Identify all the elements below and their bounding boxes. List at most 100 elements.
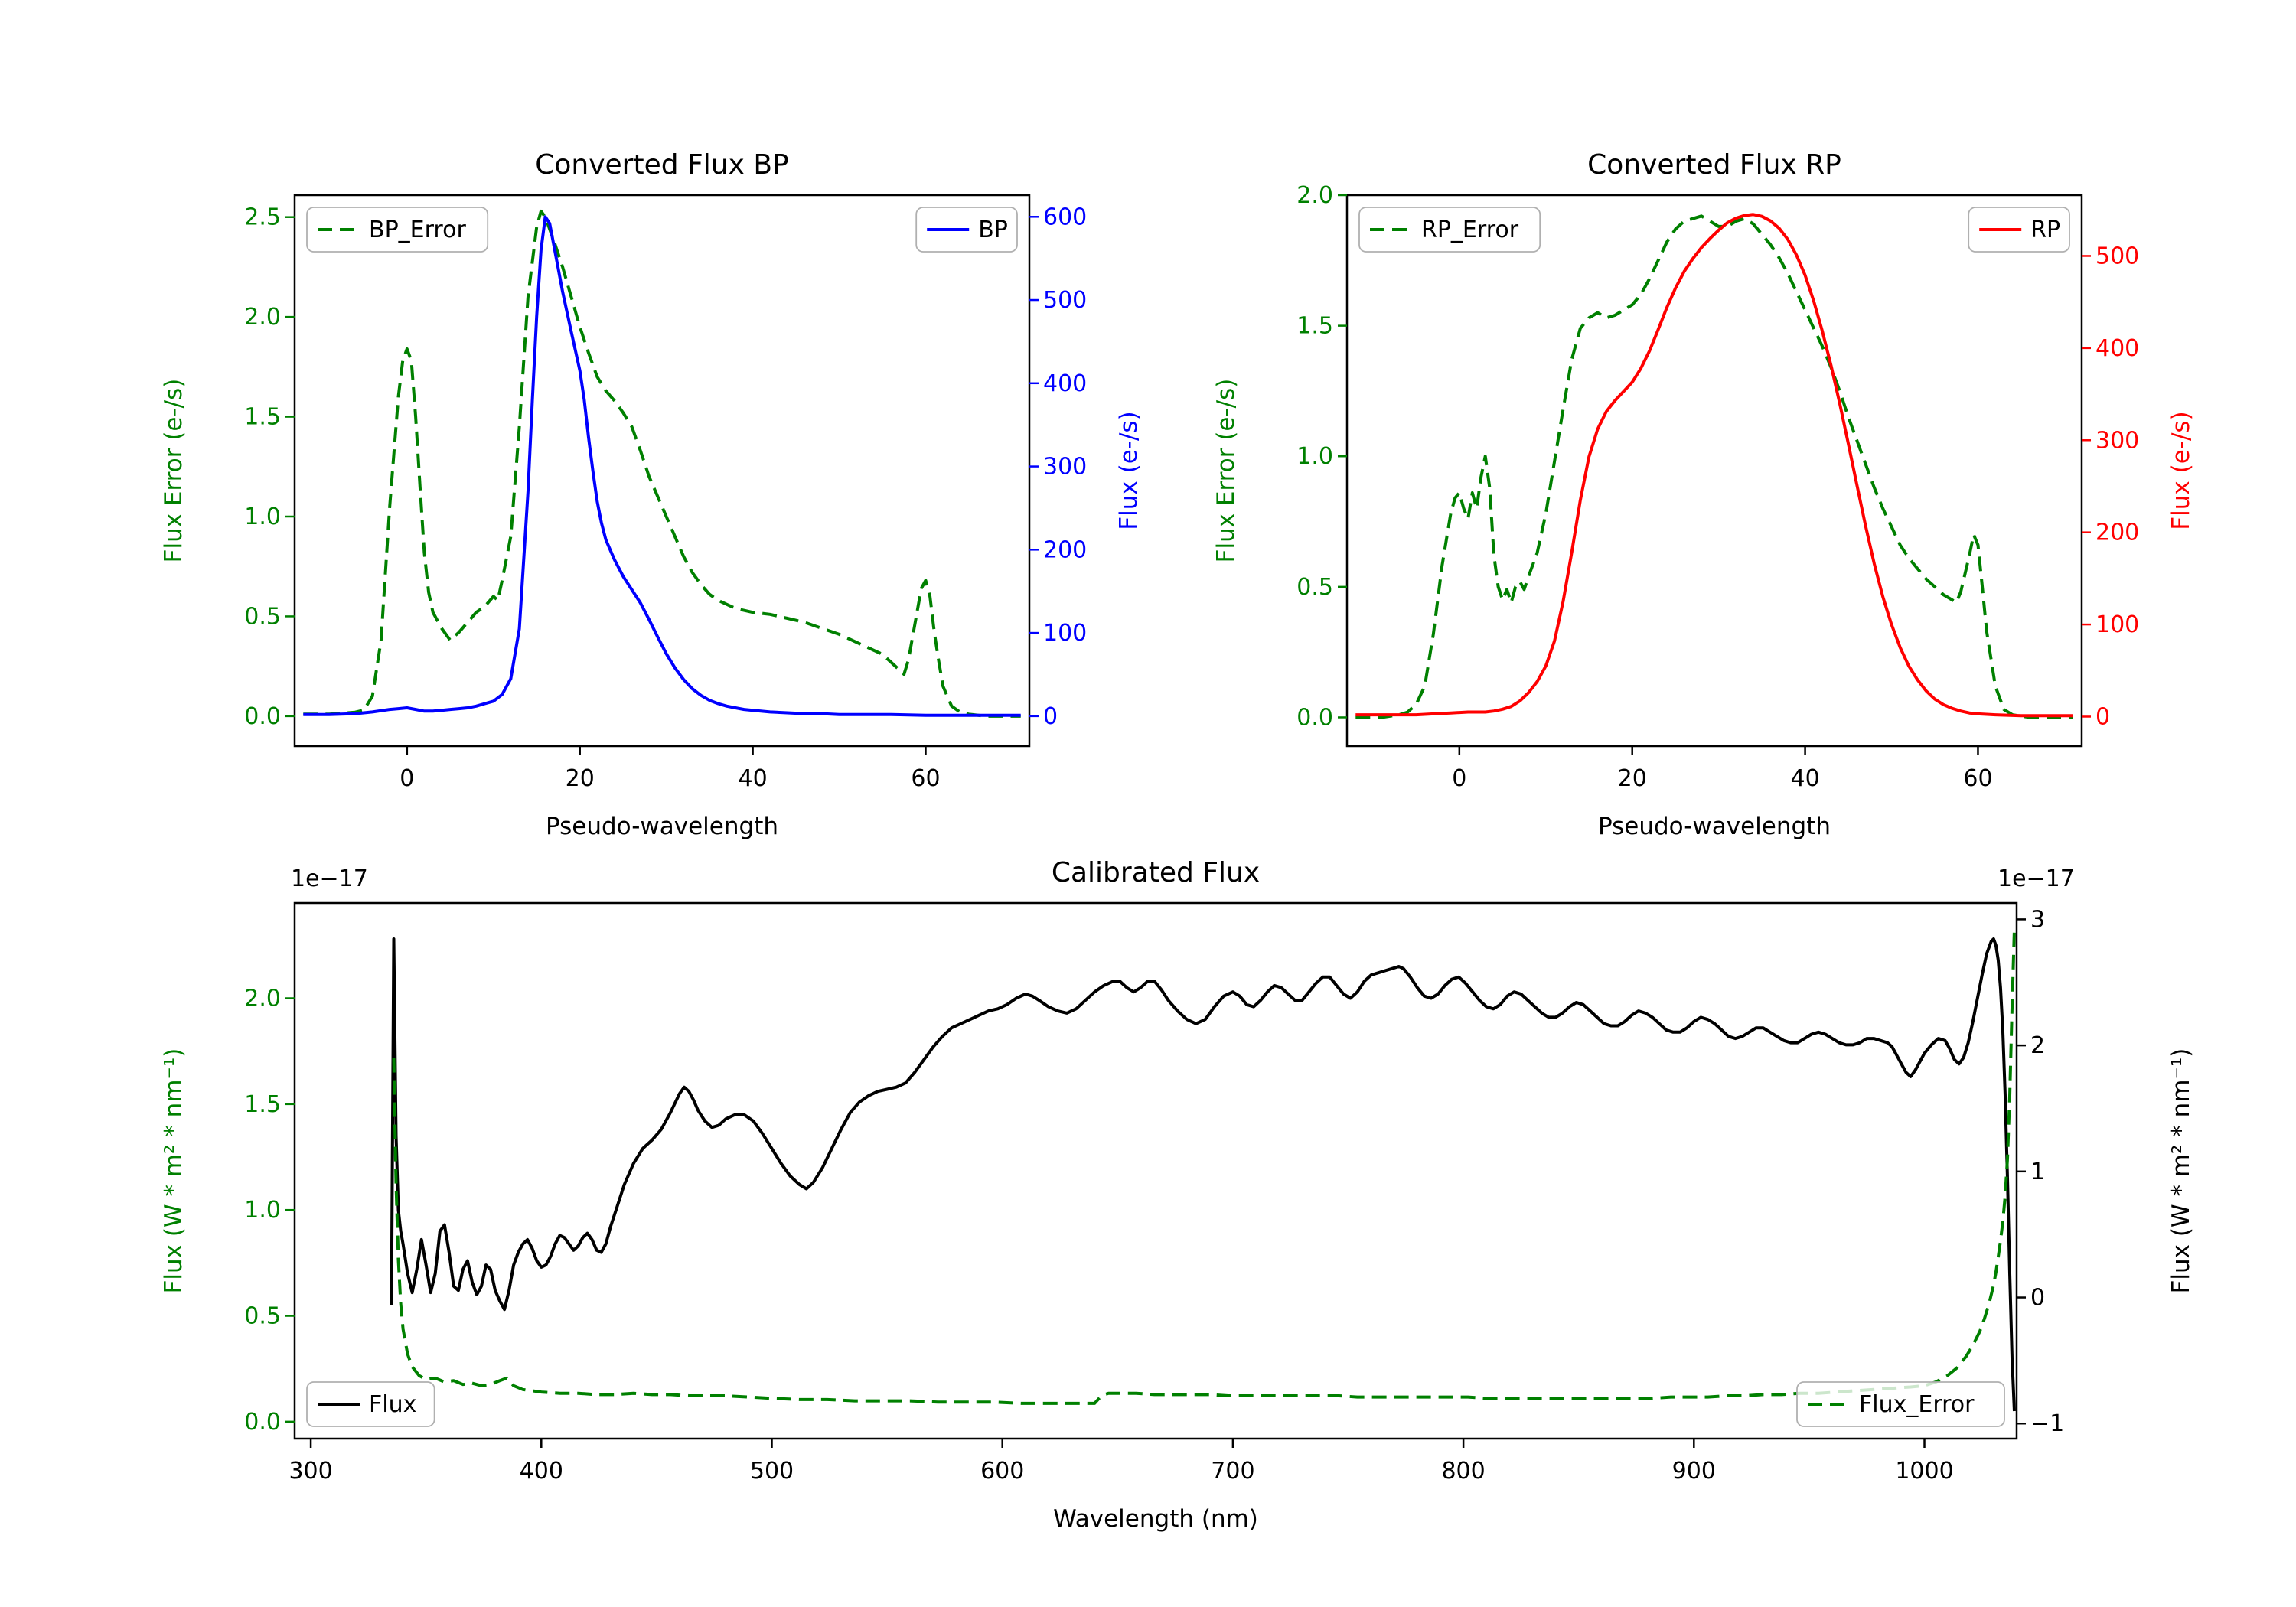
x-axis-label: Wavelength (nm) xyxy=(1053,1505,1258,1533)
x-tick-label: 20 xyxy=(1618,765,1647,792)
y-tick-label: 2.0 xyxy=(244,304,281,331)
y-tick-label: 1.5 xyxy=(1296,313,1333,340)
legend-BP_Error: BP_Error xyxy=(306,207,489,253)
y-tick-label: 1 xyxy=(2030,1159,2045,1185)
legend-label: BP_Error xyxy=(369,217,466,243)
legend-label: RP xyxy=(2030,217,2060,243)
y-tick-label: 600 xyxy=(1043,204,1087,230)
chart-title: Calibrated Flux xyxy=(1052,857,1260,888)
x-axis-label: Pseudo-wavelength xyxy=(1598,813,1831,840)
left-ticks: 0.0 0.5 1.0 1.5 2.0 xyxy=(244,986,295,1436)
right-axis-label: Flux (e-/s) xyxy=(1115,411,1143,530)
y-tick-label: 1.0 xyxy=(1296,443,1333,470)
y-tick-label: 500 xyxy=(2095,243,2139,269)
chart-calibrated-flux: 300 400 500 600 700 800 900 1000 0.0 0.5 1.0 1.5 2.0… xyxy=(160,857,2195,1533)
chart-title: Converted Flux RP xyxy=(1587,149,1841,181)
series-RP_Error xyxy=(1355,214,2073,719)
legend-label: Flux_Error xyxy=(1859,1391,1975,1418)
y-tick-label: 0.5 xyxy=(244,603,281,630)
y-tick-label: 200 xyxy=(2095,520,2139,546)
x-tick-label: 1000 xyxy=(1895,1458,1953,1485)
y-tick-label: 1.0 xyxy=(244,1197,281,1224)
chart-converted-flux-bp: 0 20 40 60 0.0 0.5 1.0 1.5 2.0 2.5 0 100 200 300 400 50… xyxy=(160,149,1143,840)
x-tick-label: 40 xyxy=(738,765,767,792)
left-ticks: 0.0 0.5 1.0 1.5 2.0 xyxy=(1296,182,1347,731)
y-tick-label: 0 xyxy=(2095,703,2110,730)
y-tick-label: 0.5 xyxy=(244,1303,281,1330)
y-tick-label: 0.0 xyxy=(244,1409,281,1436)
x-tick-label: 700 xyxy=(1211,1458,1254,1485)
chart-title: Converted Flux BP xyxy=(535,149,788,181)
right-ticks: −1 0 1 2 3 xyxy=(2017,906,2064,1437)
y-tick-label: 400 xyxy=(1043,370,1087,397)
right-axis-label: Flux (e-/s) xyxy=(2167,411,2195,530)
right-axis-label: Flux (W * m² * nm⁻¹) xyxy=(2167,1048,2195,1294)
y-tick-label: 0 xyxy=(2030,1285,2045,1312)
y-tick-label: 100 xyxy=(2095,611,2139,638)
y-tick-label: 0.0 xyxy=(244,703,281,730)
legend-box xyxy=(1358,207,1541,253)
x-axis-label: Pseudo-wavelength xyxy=(546,813,778,840)
legend-RP_Error: RP_Error xyxy=(1358,207,1541,253)
left-axis-label: Flux Error (e-/s) xyxy=(160,379,188,563)
legend-BP: BP xyxy=(915,207,1018,253)
y-tick-label: 1.5 xyxy=(244,404,281,431)
y-tick-label: 0.5 xyxy=(1296,574,1333,601)
x-tick-label: 60 xyxy=(1963,765,1992,792)
axes-frame xyxy=(1345,194,2083,748)
left-axis-label: Flux Error (e-/s) xyxy=(1212,379,1240,563)
y-tick-label: 2.0 xyxy=(244,986,281,1012)
legend-label: RP_Error xyxy=(1421,217,1519,243)
legend-box xyxy=(1796,1381,2005,1427)
y-tick-label: −1 xyxy=(2030,1410,2064,1437)
y-tick-label: 100 xyxy=(1043,620,1087,647)
plot-area xyxy=(303,209,1021,718)
y-tick-label: 0 xyxy=(1043,703,1058,730)
x-ticks: 0 20 40 60 xyxy=(400,746,941,792)
series-BP_Error xyxy=(303,209,1021,718)
x-tick-label: 40 xyxy=(1790,765,1819,792)
plot-area xyxy=(390,929,2016,1412)
y-tick-label: 3 xyxy=(2030,906,2045,933)
y-tick-label: 1.5 xyxy=(244,1091,281,1118)
legend-label: BP xyxy=(978,217,1008,243)
axes-frame xyxy=(293,194,1031,748)
y-tick-label: 2 xyxy=(2030,1032,2045,1059)
series-BP xyxy=(303,215,1021,717)
y-tick-label: 1.0 xyxy=(244,504,281,530)
left-offset-text: 1e−17 xyxy=(291,865,368,892)
x-tick-label: 20 xyxy=(566,765,595,792)
x-tick-label: 400 xyxy=(520,1458,563,1485)
y-tick-label: 300 xyxy=(2095,427,2139,454)
y-tick-label: 2.5 xyxy=(244,204,281,231)
x-tick-label: 500 xyxy=(750,1458,794,1485)
x-ticks: 300 400 500 600 700 800 900 1000 xyxy=(289,1439,1954,1485)
right-offset-text: 1e−17 xyxy=(1998,865,2075,892)
x-tick-label: 0 xyxy=(400,765,414,792)
series-Flux xyxy=(390,937,2016,1412)
legend-Flux_Error: Flux_Error xyxy=(1796,1381,2005,1427)
y-tick-label: 0.0 xyxy=(1296,704,1333,731)
legend-RP: RP xyxy=(1968,207,2070,253)
series-RP xyxy=(1355,213,2073,718)
legend-box xyxy=(306,1381,435,1427)
y-tick-label: 400 xyxy=(2095,335,2139,362)
plot-area xyxy=(1355,213,2073,719)
left-ticks: 0.0 0.5 1.0 1.5 2.0 2.5 xyxy=(244,204,295,730)
left-axis-label: Flux (W * m² * nm⁻¹) xyxy=(160,1048,188,1294)
x-tick-label: 0 xyxy=(1452,765,1466,792)
x-ticks: 0 20 40 60 xyxy=(1452,746,1993,792)
legend-box xyxy=(306,207,489,253)
y-tick-label: 500 xyxy=(1043,287,1087,314)
legend-label: Flux xyxy=(369,1391,416,1418)
x-tick-label: 60 xyxy=(911,765,940,792)
y-tick-label: 200 xyxy=(1043,536,1087,563)
series-Flux_Error xyxy=(392,929,2016,1405)
chart-converted-flux-rp: 0 20 40 60 0.0 0.5 1.0 1.5 2.0 0 100 200 300 400 500 Fl… xyxy=(1212,149,2195,840)
x-tick-label: 300 xyxy=(289,1458,332,1485)
y-tick-label: 300 xyxy=(1043,454,1087,481)
right-ticks: 0 100 200 300 400 500 xyxy=(2082,243,2139,730)
x-tick-label: 800 xyxy=(1441,1458,1485,1485)
x-tick-label: 600 xyxy=(980,1458,1024,1485)
